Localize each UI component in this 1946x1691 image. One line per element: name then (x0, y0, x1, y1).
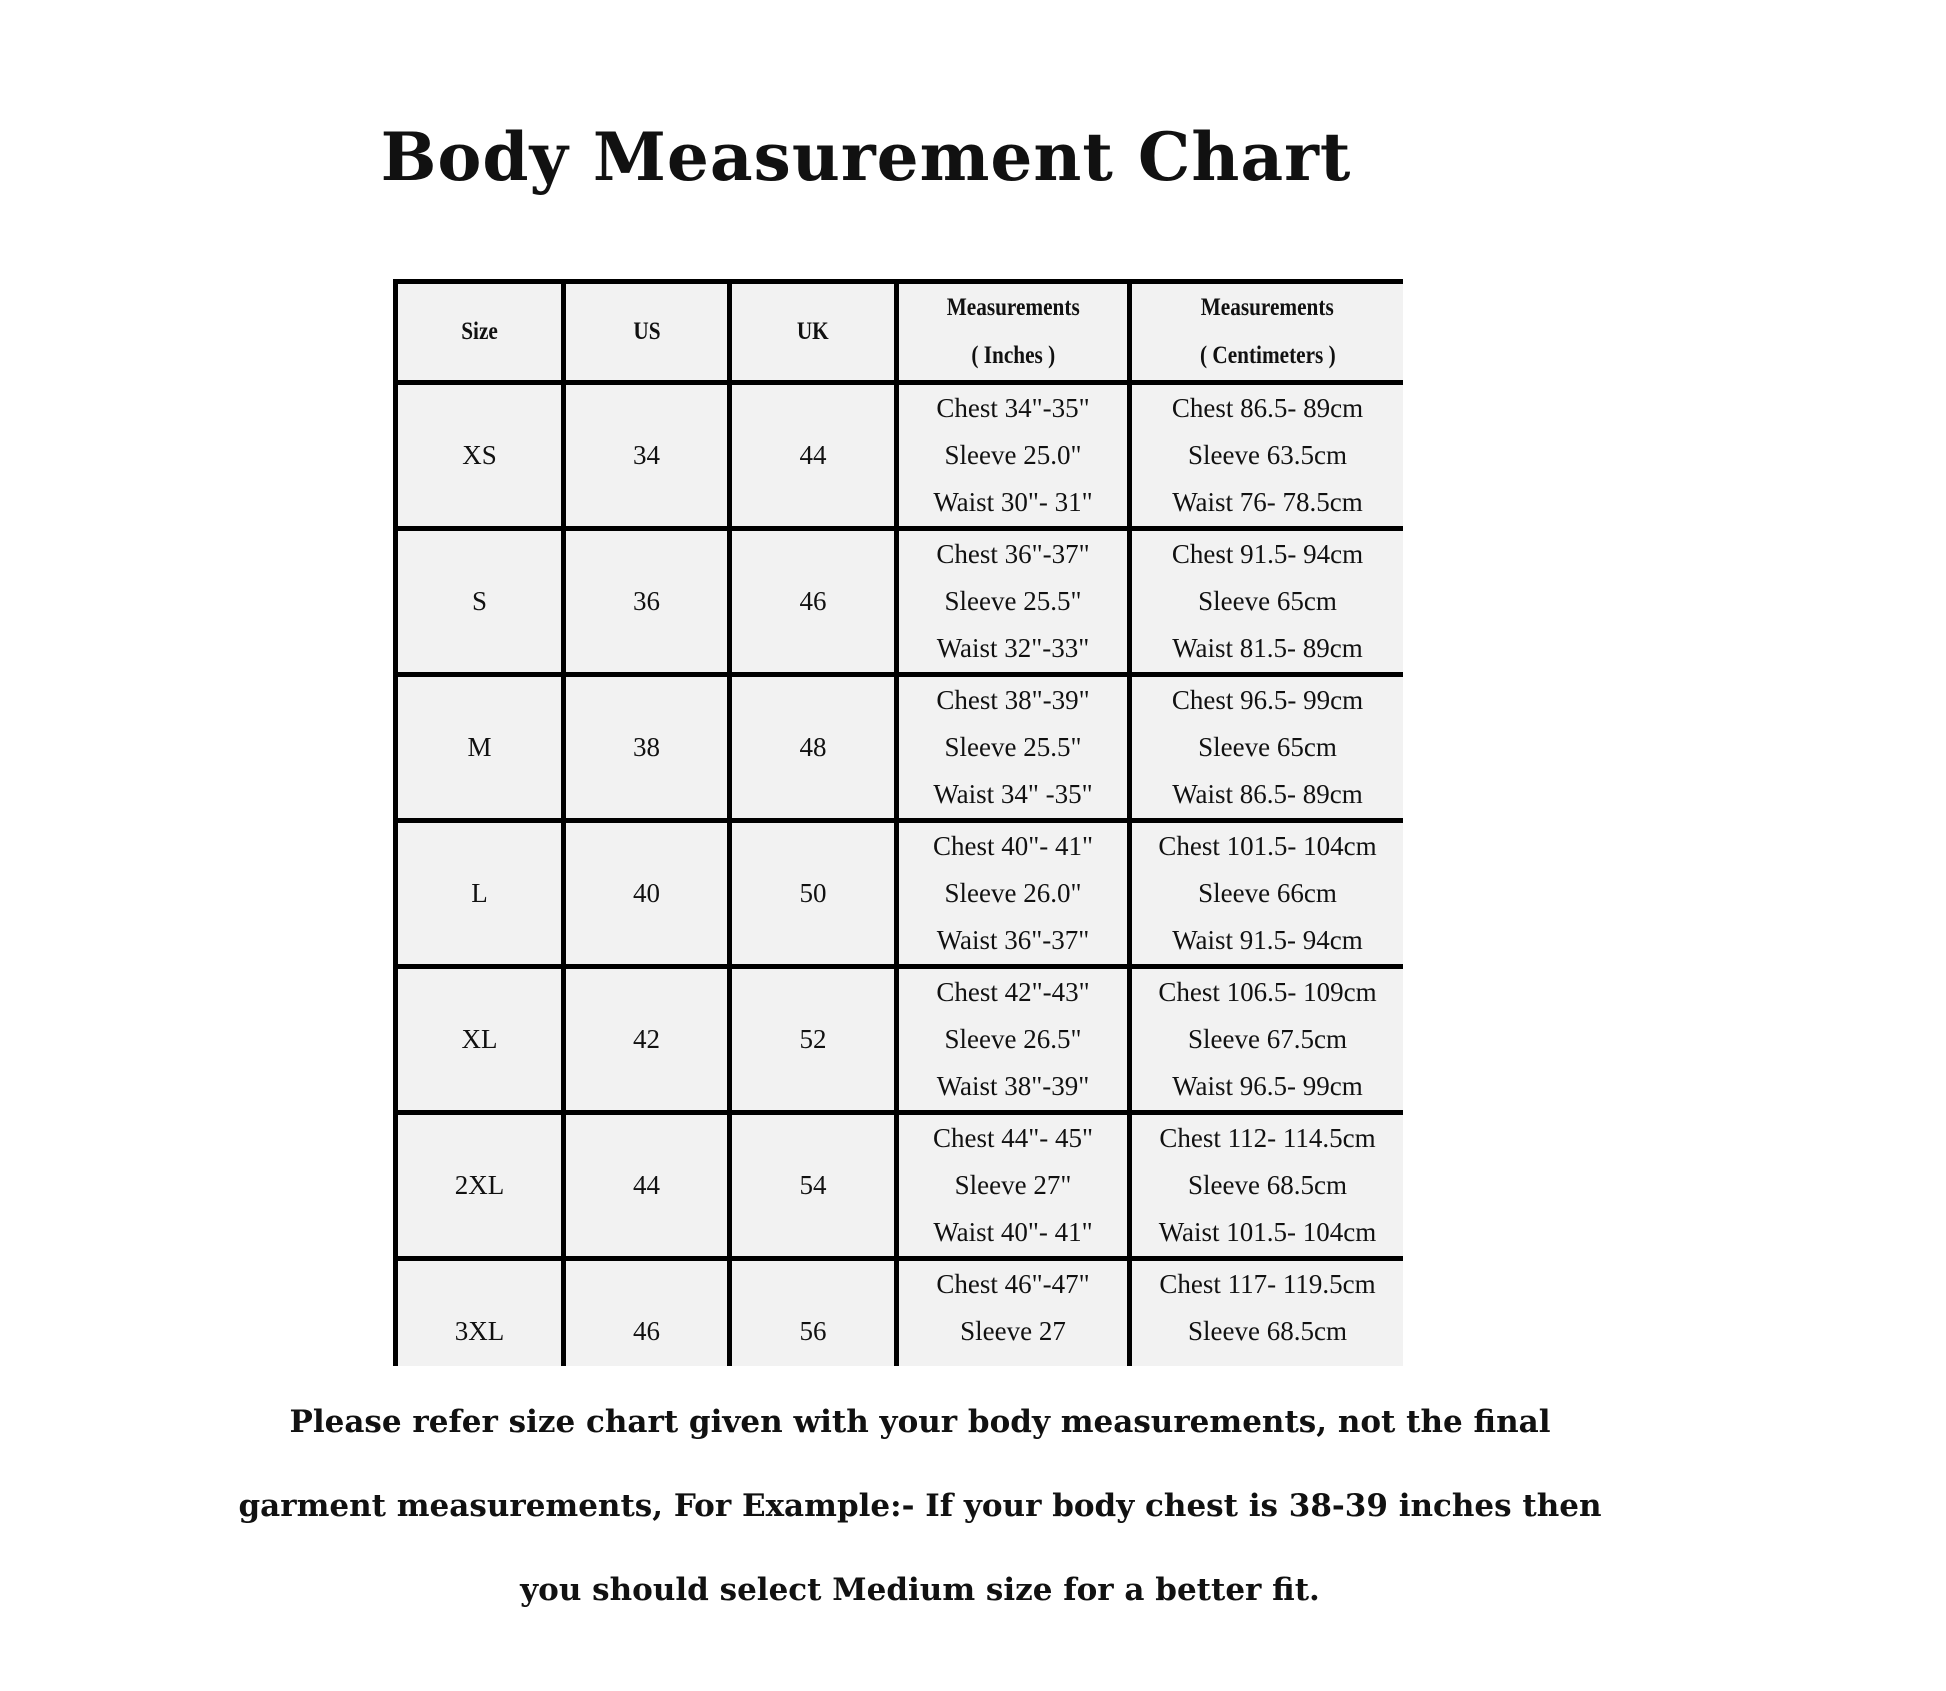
measurement-line: Sleeve 65cm (1198, 586, 1337, 616)
us-cell: 38 (561, 672, 732, 823)
measurement-line: Chest 91.5- 94cm (1171, 539, 1364, 569)
measurement-line: Waist 81.5- 89cm (1172, 633, 1363, 663)
measurement-line: Chest 42"-43" (936, 977, 1090, 1007)
measurement-line: Waist 42"-43" (899, 1355, 1127, 1366)
uk-cell: 54 (727, 1110, 899, 1261)
centimeters-cell: Chest 86.5- 89cm Sleeve 63.5cm Waist 76- 7… (1127, 380, 1403, 531)
uk-cell: 46 (727, 526, 899, 677)
size-cell: S (393, 526, 566, 677)
measurement-line: Waist 91.5- 94cm (1172, 925, 1363, 955)
note-line: Please refer size chart given with your … (289, 1404, 1551, 1440)
measurement-line: Sleeve 65cm (1198, 732, 1337, 762)
centimeters-cell: Chest 96.5- 99cm Sleeve 65cm Waist 86.5- 8… (1127, 672, 1403, 823)
note-line: you should select Medium size for a bett… (520, 1572, 1320, 1608)
measurement-line: Sleeve 25.0" (944, 440, 1082, 470)
size-cell: XS (393, 380, 566, 531)
note-line: garment measurements, For Example:- If y… (238, 1488, 1602, 1524)
measurement-line: Waist 86.5- 89cm (1172, 779, 1363, 809)
header-uk: UK (727, 279, 899, 385)
inches-cell: Chest 46"-47" Sleeve 27 Waist 42"-43" (894, 1256, 1132, 1366)
measurement-line: Waist 96.5- 99cm (1172, 1071, 1363, 1101)
measurement-line: Sleeve 68.5cm (1188, 1316, 1347, 1346)
uk-cell: 52 (727, 964, 899, 1115)
size-cell: 3XL (393, 1256, 566, 1366)
measurement-line: Waist 40"- 41" (933, 1217, 1093, 1247)
uk-cell: 44 (727, 380, 899, 531)
size-cell: 2XL (393, 1110, 566, 1261)
table-row: XS 34 44 Chest 34"-35" Sleeve 25.0" Waist 30"… (393, 380, 1403, 531)
table-row: 2XL 44 54 Chest 44"- 45" Sleeve 27" Waist 40"… (393, 1110, 1403, 1261)
measurement-line: Chest 112- 114.5cm (1159, 1123, 1376, 1153)
measurement-line: Chest 34"-35" (936, 393, 1090, 423)
measurement-line: Waist 76- 78.5cm (1172, 487, 1363, 517)
size-cell: XL (393, 964, 566, 1115)
measurement-line: Waist 32"-33" (936, 633, 1090, 663)
inches-cell: Chest 34"-35" Sleeve 25.0" Waist 30"- 31" (894, 380, 1132, 531)
us-cell: 46 (561, 1256, 732, 1366)
size-cell: L (393, 818, 566, 969)
us-cell: 34 (561, 380, 732, 531)
inches-cell: Chest 40"- 41" Sleeve 26.0" Waist 36"-37" (894, 818, 1132, 969)
size-cell: M (393, 672, 566, 823)
header-size: Size (393, 279, 566, 385)
measurement-line: Chest 96.5- 99cm (1171, 685, 1364, 715)
measurement-line: Sleeve 26.5" (944, 1024, 1082, 1054)
measurement-line: Chest 46"-47" (936, 1269, 1090, 1299)
measurement-line: Sleeve 68.5cm (1188, 1170, 1347, 1200)
measurement-line: Sleeve 66cm (1198, 878, 1337, 908)
uk-cell: 56 (727, 1256, 899, 1366)
us-cell: 36 (561, 526, 732, 677)
table-row: S 36 46 Chest 36"-37" Sleeve 25.5" Waist 32"-… (393, 526, 1403, 677)
header-row: Size US UK Measurements( Inches ) Measur… (393, 279, 1403, 385)
measurement-line: Chest 106.5- 109cm (1158, 977, 1377, 1007)
measurement-line: Chest 36"-37" (936, 539, 1090, 569)
measurement-line: Sleeve 27 (960, 1316, 1066, 1346)
measurement-line: Sleeve 25.5" (944, 586, 1082, 616)
size-note: Please refer size chart given with your … (0, 1380, 1840, 1632)
measurement-line: Chest 38"-39" (936, 685, 1090, 715)
us-cell: 44 (561, 1110, 732, 1261)
measurement-line: Chest 101.5- 104cm (1158, 831, 1377, 861)
inches-cell: Chest 38"-39" Sleeve 25.5" Waist 34" -35" (894, 672, 1132, 823)
centimeters-cell: Chest 91.5- 94cm Sleeve 65cm Waist 81.5- 8… (1127, 526, 1403, 677)
measurement-line: Waist 106.5- 109cm (1132, 1355, 1403, 1366)
inches-cell: Chest 42"-43" Sleeve 26.5" Waist 38"-39" (894, 964, 1132, 1115)
measurement-line: Waist 30"- 31" (933, 487, 1093, 517)
centimeters-cell: Chest 101.5- 104cm Sleeve 66cm Waist 91.5-… (1127, 818, 1403, 969)
centimeters-cell: Chest 112- 114.5cm Sleeve 68.5cm Waist 101… (1127, 1110, 1403, 1261)
header-us: US (561, 279, 732, 385)
inches-cell: Chest 36"-37" Sleeve 25.5" Waist 32"-33" (894, 526, 1132, 677)
measurement-line: Waist 34" -35" (933, 779, 1093, 809)
measurement-line: Sleeve 26.0" (944, 878, 1082, 908)
size-chart-table-container: Size US UK Measurements( Inches ) Measur… (393, 279, 1403, 1366)
measurement-line: Chest 44"- 45" (932, 1123, 1094, 1153)
measurement-line: Sleeve 63.5cm (1188, 440, 1347, 470)
measurement-line: Waist 38"-39" (936, 1071, 1090, 1101)
measurement-line: Sleeve 25.5" (944, 732, 1082, 762)
header-centimeters: Measurements( Centimeters ) (1127, 279, 1403, 385)
table-row: M 38 48 Chest 38"-39" Sleeve 25.5" Waist 34" … (393, 672, 1403, 823)
us-cell: 40 (561, 818, 732, 969)
measurement-line: Chest 40"- 41" (932, 831, 1094, 861)
header-inches: Measurements( Inches ) (894, 279, 1132, 385)
measurement-line: Chest 86.5- 89cm (1171, 393, 1364, 423)
measurement-line: Waist 36"-37" (936, 925, 1090, 955)
measurement-line: Sleeve 67.5cm (1188, 1024, 1347, 1054)
us-cell: 42 (561, 964, 732, 1115)
uk-cell: 50 (727, 818, 899, 969)
measurement-line: Sleeve 27" (954, 1170, 1072, 1200)
table-row: L 40 50 Chest 40"- 41" Sleeve 26.0" Waist 36"… (393, 818, 1403, 969)
size-chart-table: Size US UK Measurements( Inches ) Measur… (393, 279, 1403, 1366)
measurement-line: Chest 117- 119.5cm (1159, 1269, 1376, 1299)
uk-cell: 48 (727, 672, 899, 823)
centimeters-cell: Chest 106.5- 109cm Sleeve 67.5cm Waist 96.… (1127, 964, 1403, 1115)
page-title: Body Measurement Chart (380, 118, 1352, 196)
centimeters-cell: Chest 117- 119.5cm Sleeve 68.5cm Waist 106… (1127, 1256, 1403, 1366)
table-row: XL 42 52 Chest 42"-43" Sleeve 26.5" Waist 38"… (393, 964, 1403, 1115)
measurement-line: Waist 101.5- 104cm (1158, 1217, 1377, 1247)
inches-cell: Chest 44"- 45" Sleeve 27" Waist 40"- 41" (894, 1110, 1132, 1261)
